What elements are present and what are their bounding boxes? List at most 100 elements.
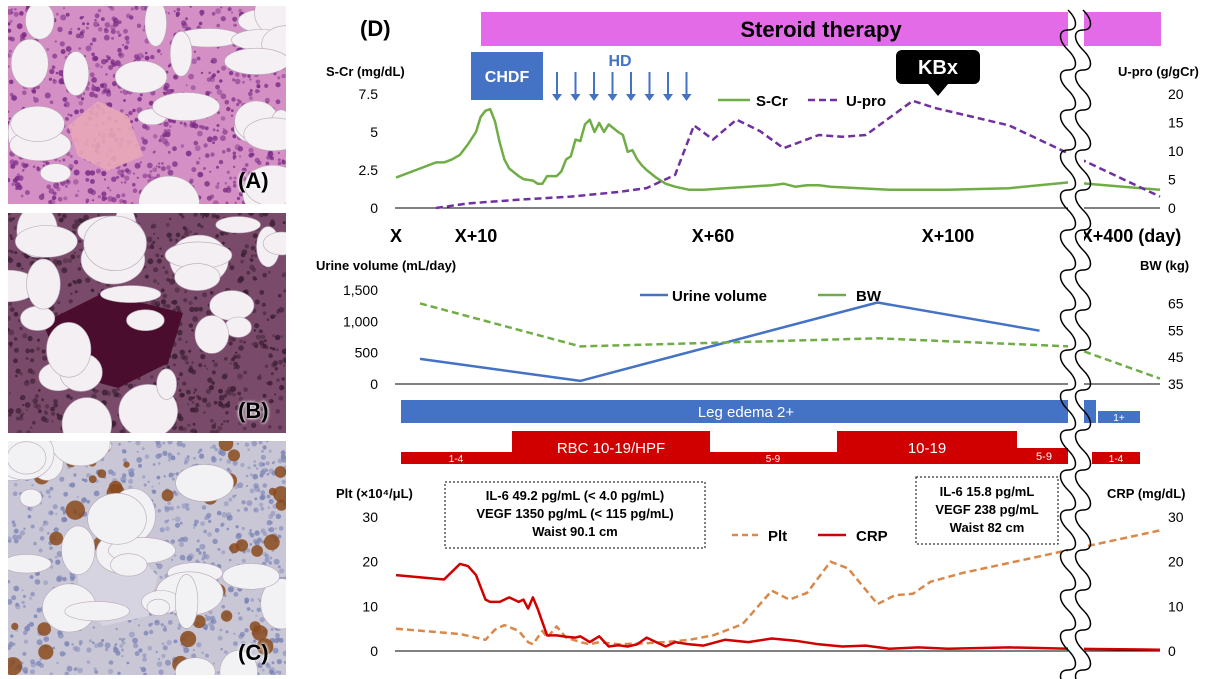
- cell-nucleus: [239, 631, 245, 637]
- cell-nucleus: [52, 53, 58, 59]
- cell-nucleus: [223, 501, 229, 507]
- cell-nucleus: [253, 483, 259, 489]
- cell-nucleus: [217, 111, 220, 115]
- cell-nucleus: [97, 23, 100, 27]
- cell-nucleus: [249, 529, 252, 532]
- cell-nucleus: [173, 363, 176, 367]
- left-tick-label: 7.5: [359, 86, 379, 102]
- cell-nucleus: [183, 558, 186, 561]
- histology-image-a: [8, 6, 286, 204]
- cell-nucleus: [62, 7, 66, 10]
- cell-nucleus: [228, 497, 233, 502]
- cell-nucleus: [122, 458, 127, 463]
- cell-nucleus: [101, 639, 105, 642]
- cell-nucleus: [61, 267, 68, 274]
- cell-nucleus: [237, 612, 240, 615]
- cell-nucleus: [13, 528, 19, 534]
- cell-nucleus: [241, 173, 244, 176]
- cell-nucleus: [134, 6, 138, 8]
- cell-nucleus: [92, 626, 96, 629]
- cell-nucleus: [262, 445, 267, 450]
- cell-nucleus: [56, 661, 59, 665]
- cell-nucleus: [156, 49, 161, 53]
- cell-nucleus: [107, 196, 114, 202]
- cell-nucleus: [158, 482, 161, 485]
- cell-nucleus: [53, 399, 58, 404]
- hd-arrow-head: [681, 94, 692, 101]
- cell-nucleus: [69, 28, 73, 31]
- cell-nucleus: [266, 381, 270, 385]
- cell-nucleus: [127, 468, 134, 474]
- cell-nucleus: [85, 277, 91, 283]
- cell-nucleus: [213, 620, 217, 624]
- cell-nucleus: [247, 74, 251, 78]
- cell-nucleus: [22, 169, 25, 172]
- cell-nucleus: [65, 185, 68, 188]
- rbc-bar: 1-4 RBC 10-19/HPF 5-9 10-19 5-9 1-4: [401, 431, 1140, 465]
- cell-nucleus: [249, 473, 253, 477]
- cell-nucleus: [185, 340, 188, 344]
- cell-nucleus: [276, 348, 279, 352]
- cell-nucleus: [166, 304, 171, 309]
- cell-nucleus: [179, 349, 186, 356]
- cell-nucleus: [30, 591, 35, 597]
- cell-nucleus: [179, 521, 183, 525]
- cell-nucleus: [142, 138, 148, 145]
- cell-nucleus: [238, 420, 243, 426]
- cell-nucleus: [261, 302, 266, 307]
- cell-nucleus: [193, 140, 199, 146]
- cell-nucleus: [230, 114, 234, 117]
- cell-nucleus: [74, 193, 79, 198]
- cell-nucleus: [195, 403, 200, 408]
- cell-nucleus: [258, 90, 261, 93]
- cell-nucleus: [240, 259, 245, 264]
- cell-nucleus: [167, 620, 173, 625]
- cell-nucleus: [66, 665, 73, 672]
- cell-nucleus: [189, 306, 195, 313]
- cell-nucleus: [265, 441, 269, 443]
- cell-nucleus: [133, 643, 139, 649]
- rbc-seg-2-label: RBC 10-19/HPF: [557, 440, 665, 457]
- cell-nucleus: [165, 659, 171, 666]
- cell-nucleus: [249, 96, 253, 101]
- cell-nucleus: [242, 426, 247, 431]
- cell-nucleus: [215, 84, 220, 90]
- cell-nucleus: [197, 171, 203, 178]
- cell-nucleus: [204, 181, 210, 187]
- cell-nucleus: [262, 343, 267, 348]
- cell-nucleus: [121, 193, 126, 198]
- cell-nucleus: [254, 530, 260, 536]
- left-tick-label: 500: [355, 345, 379, 361]
- cell-nucleus: [246, 408, 251, 413]
- right-tick-label: 10: [1168, 143, 1184, 159]
- cell-nucleus: [221, 512, 228, 518]
- cell-nucleus: [52, 646, 56, 650]
- chart1-legend: S-Cr U-pro: [718, 93, 886, 110]
- cell-nucleus: [167, 365, 170, 369]
- cell-nucleus: [174, 75, 177, 78]
- cell-nucleus: [25, 190, 30, 195]
- cell-nucleus: [8, 79, 14, 85]
- cell-nucleus: [44, 411, 48, 415]
- cell-nucleus: [34, 579, 41, 585]
- cell-nucleus: [166, 639, 172, 646]
- right-tick-label: 30: [1168, 509, 1184, 525]
- cell-nucleus: [233, 632, 236, 635]
- cell-nucleus: [261, 449, 264, 453]
- cell-nucleus: [175, 232, 181, 238]
- cell-nucleus: [232, 165, 236, 169]
- cell-nucleus: [237, 533, 241, 537]
- cell-nucleus: [101, 389, 108, 396]
- cell-nucleus: [252, 409, 255, 412]
- cell-nucleus: [30, 358, 35, 363]
- cell-nucleus: [134, 57, 138, 61]
- cell-nucleus: [89, 42, 93, 46]
- cell-nucleus: [258, 340, 265, 346]
- cell-nucleus: [58, 159, 61, 162]
- cell-nucleus: [91, 393, 97, 400]
- cell-nucleus: [160, 166, 166, 172]
- cell-nucleus: [76, 495, 79, 499]
- cell-nucleus: [262, 483, 268, 488]
- cell-nucleus: [189, 120, 192, 123]
- cell-nucleus: [160, 255, 164, 258]
